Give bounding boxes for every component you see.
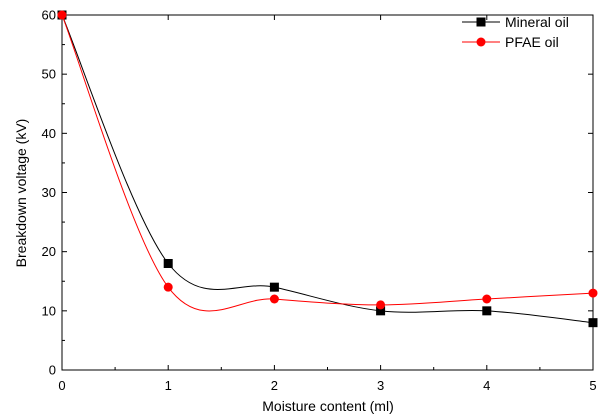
plot-area — [61, 14, 594, 371]
data-point — [376, 306, 386, 316]
series-1 — [57, 10, 598, 312]
data-point — [376, 300, 386, 310]
series-0 — [57, 10, 598, 328]
y-tick-label: 20 — [42, 244, 56, 259]
y-tick-label: 30 — [42, 185, 56, 200]
data-point — [57, 10, 67, 20]
x-tick-label: 4 — [483, 378, 490, 393]
legend-marker — [476, 37, 486, 47]
x-tick-label: 5 — [589, 378, 596, 393]
x-axis-title: Moisture content (ml) — [262, 398, 393, 414]
y-tick-label: 40 — [42, 126, 56, 141]
legend: Mineral oil PFAE oil — [462, 14, 569, 50]
data-point — [482, 294, 492, 304]
data-point — [588, 288, 598, 298]
y-tick-label: 0 — [49, 363, 56, 378]
x-tick-label: 3 — [377, 378, 384, 393]
data-point — [269, 294, 279, 304]
series-line — [61, 14, 594, 324]
data-point — [482, 306, 492, 316]
x-tick-label: 1 — [165, 378, 172, 393]
y-tick-label: 60 — [42, 8, 56, 23]
data-point — [269, 282, 279, 292]
series-line — [61, 14, 594, 312]
legend-label: PFAE oil — [505, 34, 559, 50]
series-layer — [57, 10, 598, 328]
legend-marker — [476, 17, 486, 27]
data-point — [163, 259, 173, 268]
x-tick-label: 2 — [271, 378, 278, 393]
y-axis-title: Breakdown voltage (kV) — [13, 119, 29, 268]
y-tick-label: 10 — [42, 303, 56, 318]
x-tick-label: 0 — [58, 378, 65, 393]
data-point — [163, 282, 173, 292]
y-tick-label: 50 — [42, 67, 56, 82]
legend-label: Mineral oil — [505, 14, 569, 30]
data-point — [588, 318, 598, 328]
plot-frame — [61, 14, 594, 371]
